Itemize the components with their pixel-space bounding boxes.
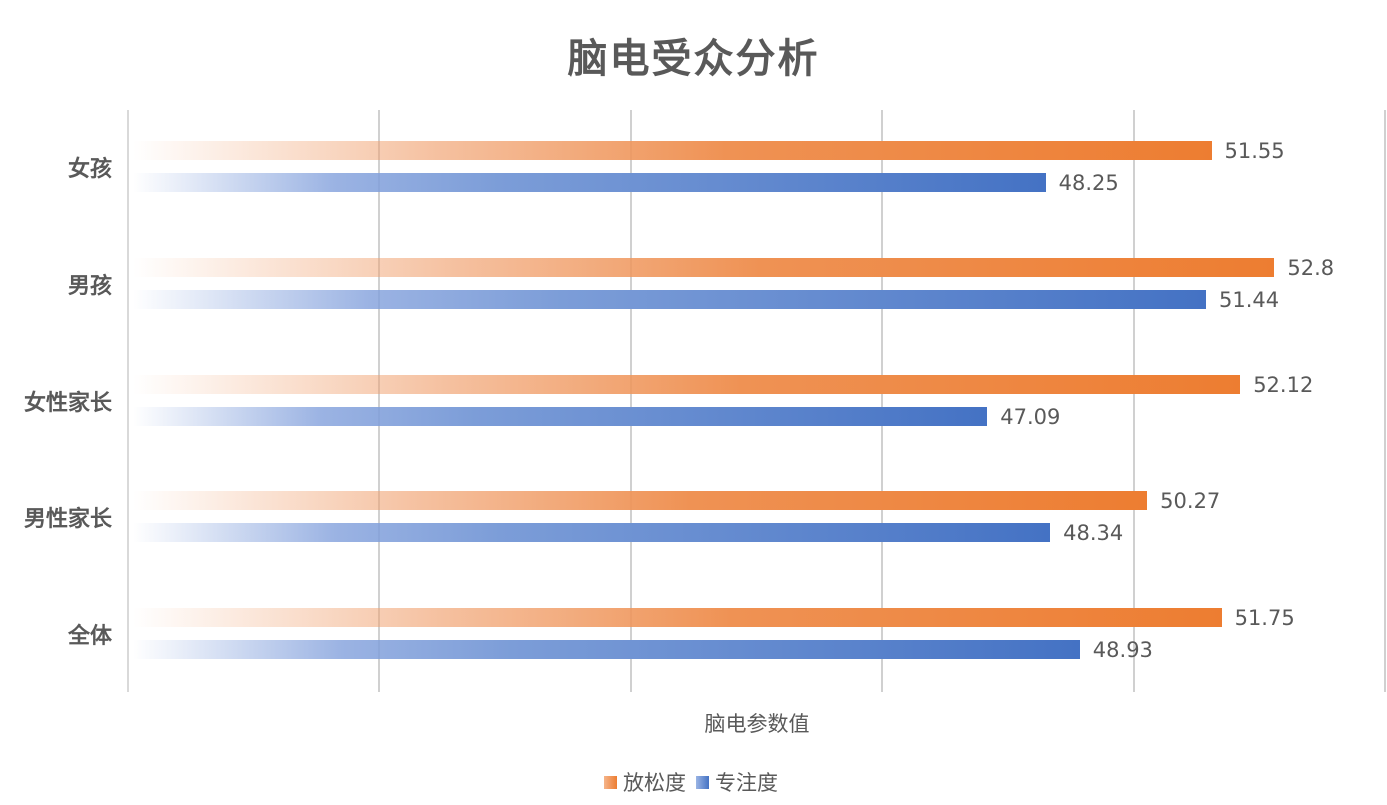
bar-relax[interactable] [133,141,1212,160]
gridline [1384,110,1386,692]
legend-label: 专注度 [715,771,778,795]
bar-focus[interactable] [133,173,1046,192]
legend-item-focus[interactable]: 专注度 [696,767,778,797]
category-label: 男孩 [67,273,112,299]
legend-label: 放松度 [623,771,686,795]
gridline [378,110,381,692]
data-label-relax: 52.12 [1253,372,1314,397]
data-label-relax: 51.75 [1234,606,1295,631]
x-axis-title: 脑电参数值 [704,712,810,736]
category-label: 女性家长 [23,390,112,416]
data-label-focus: 48.34 [1063,521,1124,546]
legend: 放松度 专注度 [604,767,788,797]
bar-focus[interactable] [133,523,1051,543]
bar-relax[interactable] [133,491,1148,511]
gridline [127,110,129,692]
data-label-focus: 48.93 [1092,638,1153,663]
legend-item-relax[interactable]: 放松度 [604,767,686,797]
bar-focus[interactable] [133,406,988,426]
bar-relax[interactable] [133,374,1241,394]
orange-square-swatch-icon [604,775,617,789]
bar-focus[interactable] [133,289,1206,309]
data-label-focus: 48.25 [1058,171,1119,195]
category-label: 男性家长 [23,507,112,533]
chart-title: 脑电受众分析 [567,36,820,82]
data-label-relax: 50.27 [1160,489,1221,514]
bar-relax[interactable] [133,608,1222,628]
gridline [1132,110,1135,692]
plot-area [127,110,1386,692]
data-label-focus: 47.09 [1000,404,1061,429]
category-label: 全体 [67,624,112,650]
gridline [881,110,884,692]
gridline [629,110,632,692]
data-label-relax: 52.8 [1287,255,1335,280]
data-label-focus: 51.44 [1219,287,1280,312]
bar-focus[interactable] [133,640,1080,660]
data-label-relax: 51.55 [1224,139,1285,163]
category-label: 女孩 [67,157,112,182]
blue-square-swatch-icon [696,775,709,789]
bar-relax[interactable] [133,257,1275,277]
